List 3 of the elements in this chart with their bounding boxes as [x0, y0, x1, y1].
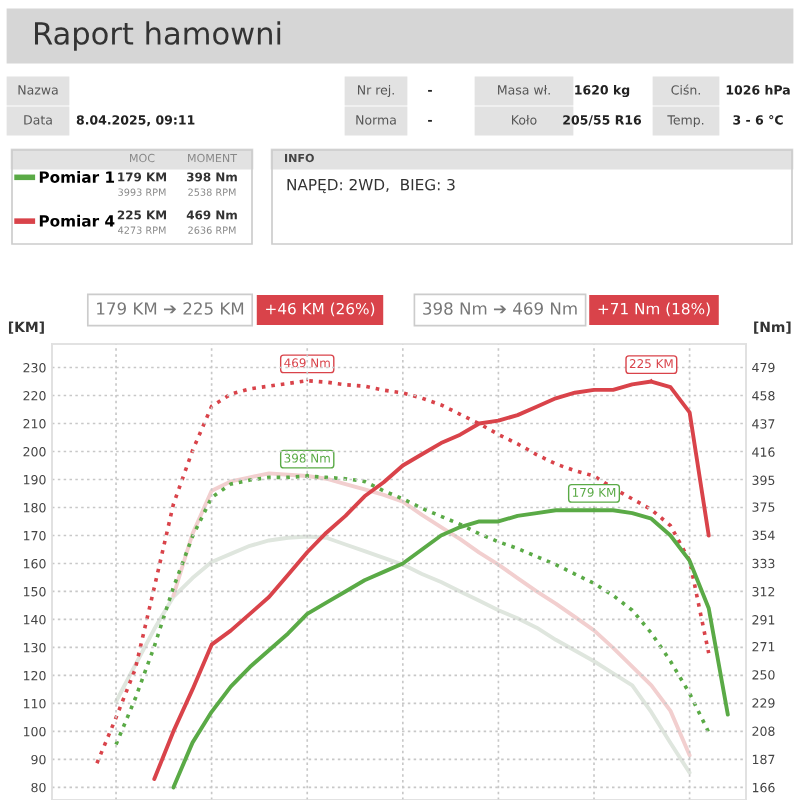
chart-title: Raport hamowni — [35, 21, 281, 51]
text: 179 KM ➔ 225 KM — [97, 302, 244, 315]
text: 398 Nm ➔ 469 Nm — [423, 302, 577, 315]
